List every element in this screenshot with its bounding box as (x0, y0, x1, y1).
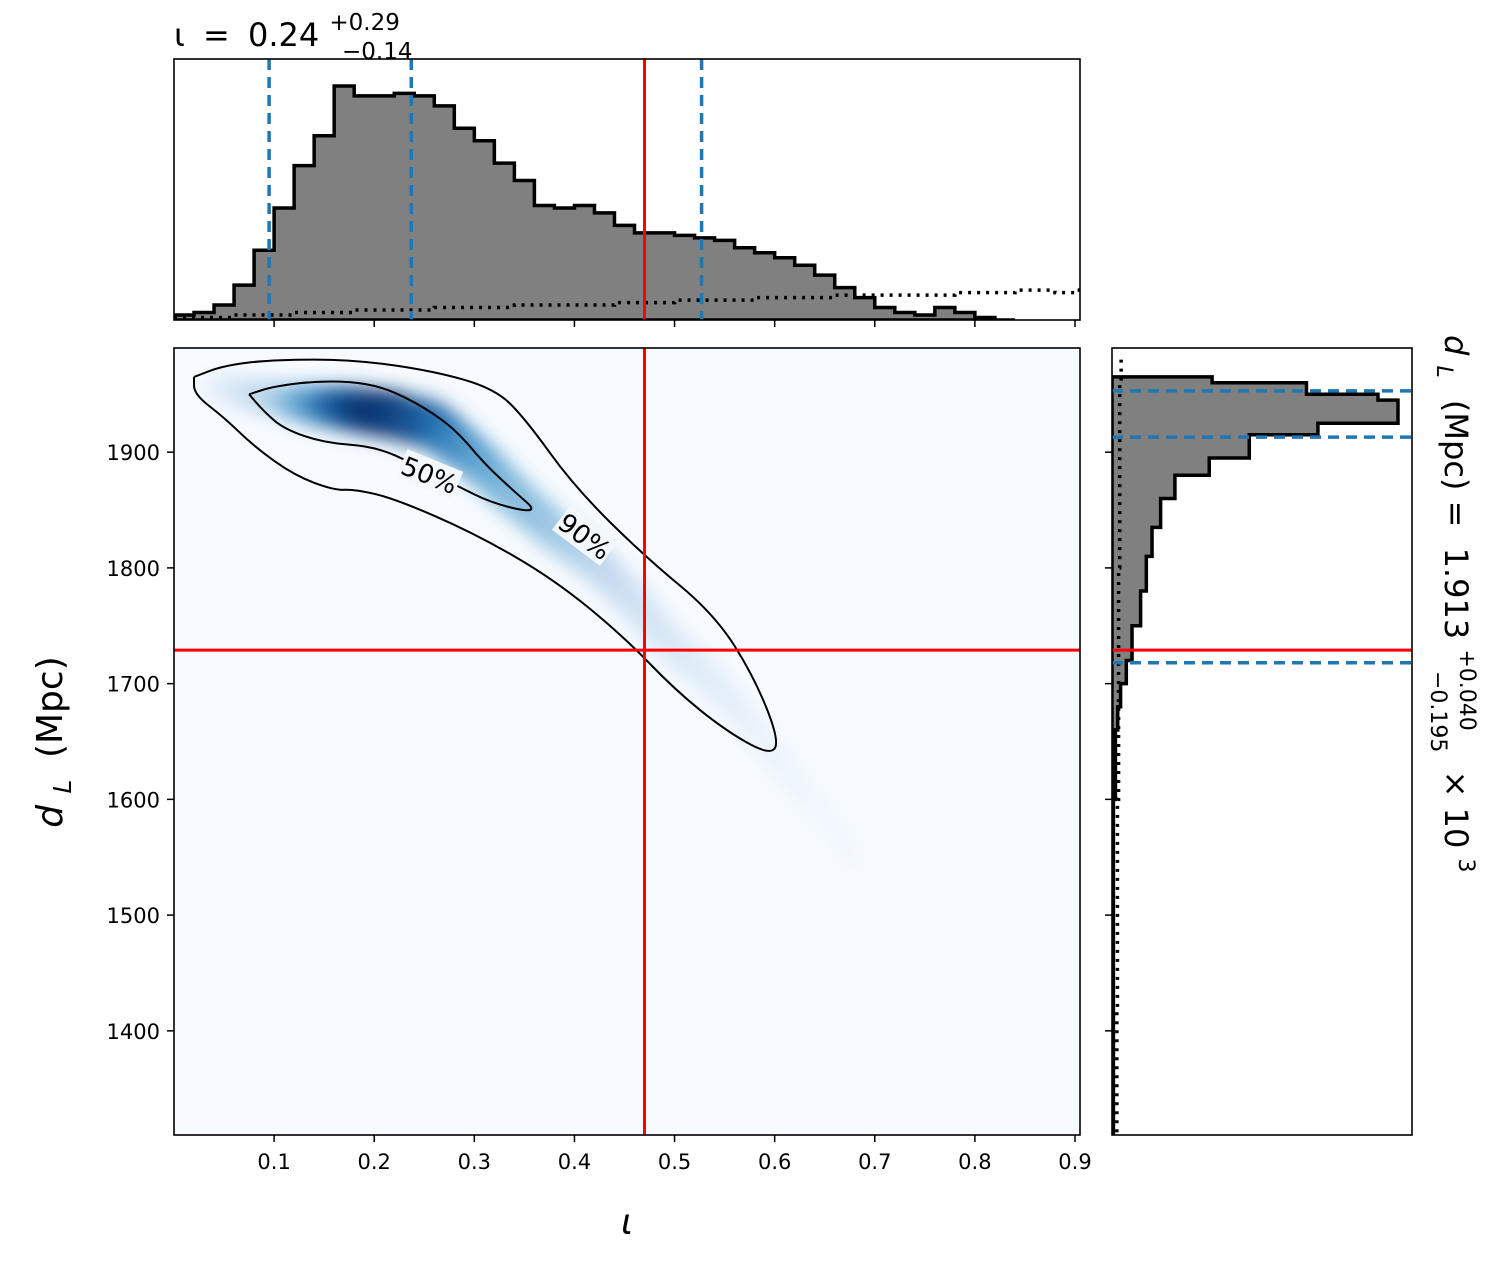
dl-unit: (Mpc) = (1437, 400, 1475, 527)
ytick-label: 1900 (107, 441, 160, 465)
dl-prior-line (1115, 359, 1123, 1135)
dl-posterior-outline (1112, 375, 1400, 1135)
xtick-label: 0.7 (858, 1150, 891, 1174)
ytick-label: 1400 (107, 1020, 160, 1044)
right-title-anchor: d L (Mpc) = 1.913 +0.040 −0.195 × 10 3 (1423, 335, 1490, 872)
top-histogram-content (174, 59, 1080, 320)
right-marginal-panel: d L (Mpc) = 1.913 +0.040 −0.195 × 10 3 (1105, 335, 1490, 1136)
ytick-label: 1500 (107, 904, 160, 928)
joint-overlay (174, 348, 1080, 1135)
y-axis-label: d L (Mpc) (30, 656, 80, 828)
dl-median: 1.913 (1437, 548, 1475, 640)
contour-label-bg (396, 449, 464, 500)
dl-upper-error: +0.040 (1454, 649, 1479, 730)
iota-median: 0.24 (248, 16, 319, 54)
xtick-label: 0.4 (558, 1150, 591, 1174)
xtick-label: 0.5 (658, 1150, 691, 1174)
ytick-label: 1700 (107, 673, 160, 697)
contour-90pct (193, 358, 778, 752)
x-axis-label: ι (621, 1202, 633, 1243)
top-xticks (273, 320, 1076, 327)
dl-lower-error: −0.195 (1425, 671, 1450, 752)
iota-symbol: ι (174, 16, 185, 54)
dl-posterior-fill (1112, 376, 1398, 1135)
dl-symbol: d (1437, 335, 1475, 356)
y-axis-unit: (Mpc) (30, 656, 71, 758)
xtick-label: 0.3 (458, 1150, 491, 1174)
xtick-label: 0.8 (958, 1150, 991, 1174)
dl-exponent: 3 (1453, 858, 1478, 872)
iota-equals: = (203, 16, 230, 54)
y-axis-symbol: d (30, 804, 71, 828)
top-marginal-panel: ι = 0.24 +0.29 −0.14 (173, 0, 1081, 327)
joint-panel-frame (173, 347, 1081, 1136)
dl-subscript: L (1431, 365, 1456, 377)
iota-posterior-fill (174, 85, 1015, 320)
top-panel-frame (173, 58, 1081, 321)
joint-xticks: 0.1 0.2 0.3 0.4 0.5 0.6 0.7 0.8 0.9 (257, 1135, 1092, 1174)
xtick-label: 0.1 (257, 1150, 290, 1174)
density-blob (835, 837, 868, 877)
y-axis-subscript: L (48, 780, 77, 794)
iota-posterior-outline (174, 84, 1015, 320)
ytick-label: 1600 (107, 788, 160, 812)
xtick-label: 0.6 (758, 1150, 791, 1174)
xtick-label: 0.9 (1058, 1150, 1091, 1174)
right-yticks (1105, 451, 1112, 1032)
joint-panel: 50%90% 0.1 0.2 0.3 0.4 0.5 0.6 0.7 0.8 0.9 14001… (30, 347, 1092, 1243)
iota-upper-error: +0.29 (329, 10, 399, 36)
xtick-label: 0.2 (358, 1150, 391, 1174)
right-histogram-content (1112, 359, 1412, 1135)
contour-label-bg (552, 505, 619, 566)
joint-background (174, 348, 1080, 1135)
iota-lower-error: −0.14 (342, 39, 412, 65)
right-panel-frame (1111, 347, 1413, 1136)
ytick-label: 1800 (107, 557, 160, 581)
dl-summary-title: d L (Mpc) = 1.913 +0.040 −0.195 × 10 3 (1423, 335, 1490, 872)
iota-summary-title: ι = 0.24 +0.29 −0.14 (174, 0, 412, 65)
contour-50pct (248, 380, 533, 512)
dl-times: × 10 (1437, 771, 1475, 849)
joint-yticks: 1400 1500 1600 1700 1800 1900 (107, 441, 174, 1044)
